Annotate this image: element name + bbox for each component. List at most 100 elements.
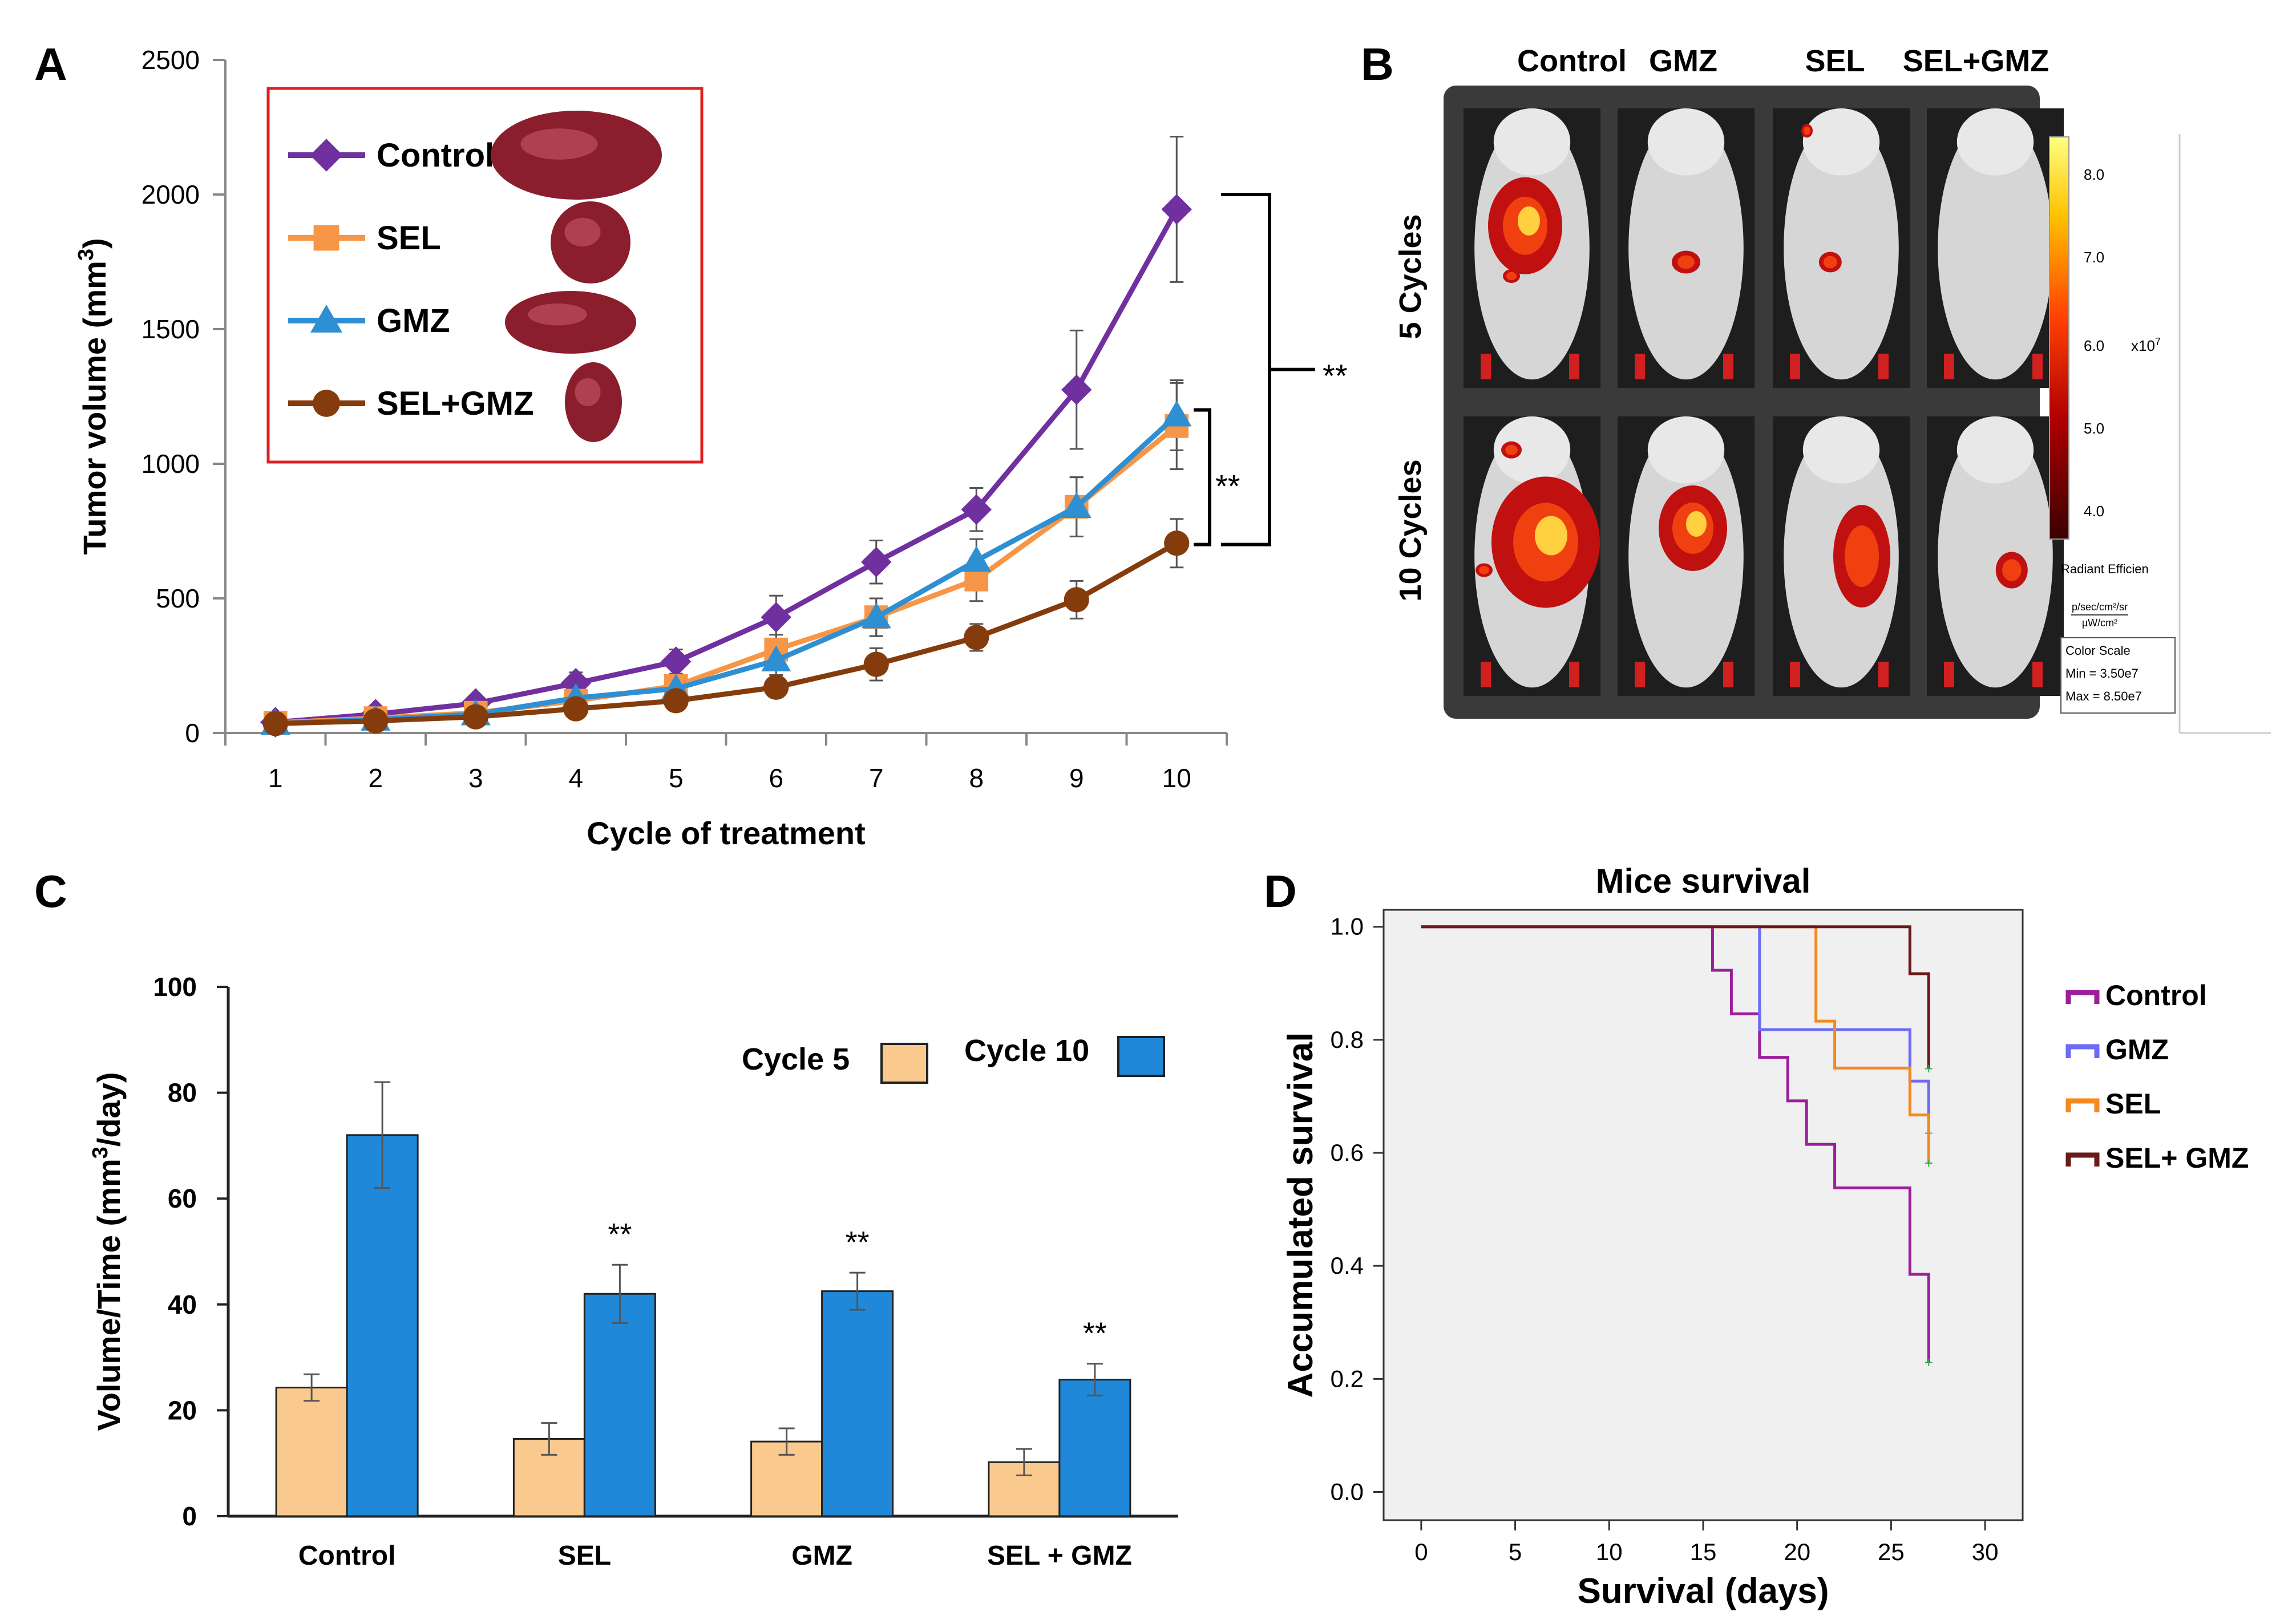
- mouse-image: [1464, 416, 1600, 696]
- color-scale-title: Color Scale: [2065, 643, 2131, 658]
- x-tick-label: Control: [298, 1541, 396, 1571]
- x-tick-label: 20: [1784, 1538, 1810, 1565]
- y-tick-label: 0.6: [1331, 1139, 1364, 1166]
- signal-peak: [1686, 511, 1707, 537]
- x-tick-label: 10: [1162, 763, 1191, 793]
- y-tick-label: 100: [153, 972, 197, 1002]
- signal-core: [1479, 566, 1489, 574]
- mouse-image: [1618, 416, 1755, 696]
- colorbar-tick-label: 8.0: [2084, 166, 2104, 183]
- data-point: [761, 645, 791, 672]
- panel-a: A 0 500 1000 1500 2000 2500 1 2 3 4 5 6 7 8 9 10 Cycle o…: [34, 39, 1348, 851]
- data-point: [463, 704, 488, 730]
- legend-label: SEL: [377, 220, 441, 257]
- paw-signal: [2032, 354, 2043, 379]
- x-tick-label: 30: [1972, 1538, 1999, 1565]
- y-tick-label: 80: [168, 1078, 197, 1108]
- mouse-image: [1927, 416, 2064, 696]
- y-tick-label: 0.8: [1331, 1026, 1364, 1053]
- colorbar-tick-label: 4.0: [2084, 503, 2104, 520]
- column-header: SEL: [1805, 44, 1865, 78]
- data-point: [964, 625, 989, 650]
- y-tick-label: 0.2: [1331, 1365, 1364, 1392]
- bar-cycle-10: [821, 1290, 894, 1517]
- tumor-highlight: [528, 303, 587, 326]
- signal-core: [1506, 272, 1517, 281]
- data-point: [861, 546, 892, 577]
- legend-marker: [310, 139, 343, 172]
- paw-signal: [1878, 662, 1889, 687]
- panel-c: C 0 20 40 60 80 100 Volume/Time (mm3/day) Contr…: [34, 866, 1178, 1571]
- legend-label: Control: [377, 137, 494, 174]
- data-point: [763, 674, 789, 700]
- mouse-head: [1493, 108, 1571, 176]
- paw-signal: [1635, 354, 1645, 379]
- panel-d-label: D: [1264, 866, 1297, 917]
- column-header: GMZ: [1649, 44, 1717, 78]
- paw-signal: [1790, 354, 1800, 379]
- significance-label: **: [608, 1217, 632, 1252]
- paw-signal: [1944, 662, 1954, 687]
- panel-d: D Mice survival 0 5 10 15 20 25 30 0.0 0.2 0.4 0.6 0…: [1264, 862, 2249, 1611]
- data-point: [1164, 530, 1190, 556]
- x-axis-title: Cycle of treatment: [587, 815, 866, 851]
- paw-signal: [1723, 354, 1733, 379]
- bar-chart-c: 0 20 40 60 80 100 Volume/Time (mm3/day) Control…: [88, 972, 1178, 1571]
- legend-label: GMZ: [2105, 1034, 2169, 1066]
- paw-signal: [1481, 662, 1491, 687]
- legend-label: SEL: [2105, 1088, 2161, 1120]
- significance-bracket: [1194, 408, 1211, 546]
- y-axis-title-main: Tumor volume (mm: [76, 261, 112, 554]
- y-tick-label: 60: [168, 1184, 197, 1213]
- paw-signal: [1635, 662, 1645, 687]
- y-tick-label: 1.0: [1331, 913, 1364, 940]
- bar-cycle-10: [1058, 1379, 1131, 1517]
- color-scale-box: [2060, 637, 2176, 714]
- significance-label: **: [1323, 358, 1348, 394]
- mouse-head: [1956, 416, 2034, 484]
- colorbar: [2049, 136, 2069, 540]
- series-line-sel-gmz: [275, 541, 1178, 726]
- significance-label: **: [1083, 1317, 1107, 1351]
- y-axis-title-end: ): [76, 238, 112, 249]
- paw-signal: [1790, 662, 1800, 687]
- data-point: [961, 545, 992, 572]
- bar-cycle-5: [275, 1386, 348, 1517]
- y-axis-title-end: /day): [91, 1072, 127, 1147]
- legend-label: SEL+GMZ: [377, 385, 534, 422]
- paw-signal: [1481, 354, 1491, 379]
- x-tick-label: 6: [769, 763, 783, 793]
- x-tick-label: 8: [969, 763, 984, 793]
- series-line-sel: [275, 424, 1179, 726]
- series-line-control: [275, 208, 1179, 725]
- colorbar-exponent: x107: [2131, 336, 2161, 354]
- x-tick-label: SEL: [558, 1541, 611, 1571]
- legend-marker: [310, 305, 342, 333]
- mouse-image: [1618, 108, 1755, 388]
- signal-core: [1677, 255, 1695, 269]
- color-scale-max: Max = 8.50e7: [2065, 689, 2142, 703]
- legend-line: [2065, 1152, 2100, 1167]
- legend-marker: [313, 225, 339, 251]
- survival-curve-sel--gmz: [1421, 925, 1930, 1068]
- x-tick-label: 0: [1414, 1538, 1428, 1565]
- y-tick-label: 20: [168, 1395, 197, 1425]
- survival-curve-control: [1421, 925, 1930, 1362]
- legend-marker: [313, 390, 340, 417]
- mouse-body: [1938, 424, 2053, 688]
- y-axis-title: Tumor volume (mm3): [74, 238, 112, 554]
- data-point: [1061, 492, 1092, 519]
- mouse-image: [1773, 416, 1910, 696]
- chart-title: Mice survival: [1596, 862, 1811, 900]
- signal-core: [2002, 559, 2022, 581]
- data-point: [863, 651, 889, 677]
- mouse-head: [1956, 108, 2034, 176]
- legend-label: SEL+ GMZ: [2105, 1142, 2249, 1174]
- y-axis-title-main: Volume/Time (mm: [91, 1159, 127, 1431]
- data-point: [661, 646, 692, 677]
- panel-b: B Control GMZ SEL SEL+GMZ 5 Cycles 10 Cycles 8…: [1361, 39, 2271, 734]
- x-tick-label: 7: [869, 763, 884, 793]
- significance-label: **: [846, 1225, 870, 1259]
- censor-mark: +: [1925, 1060, 1933, 1077]
- data-point: [861, 602, 891, 629]
